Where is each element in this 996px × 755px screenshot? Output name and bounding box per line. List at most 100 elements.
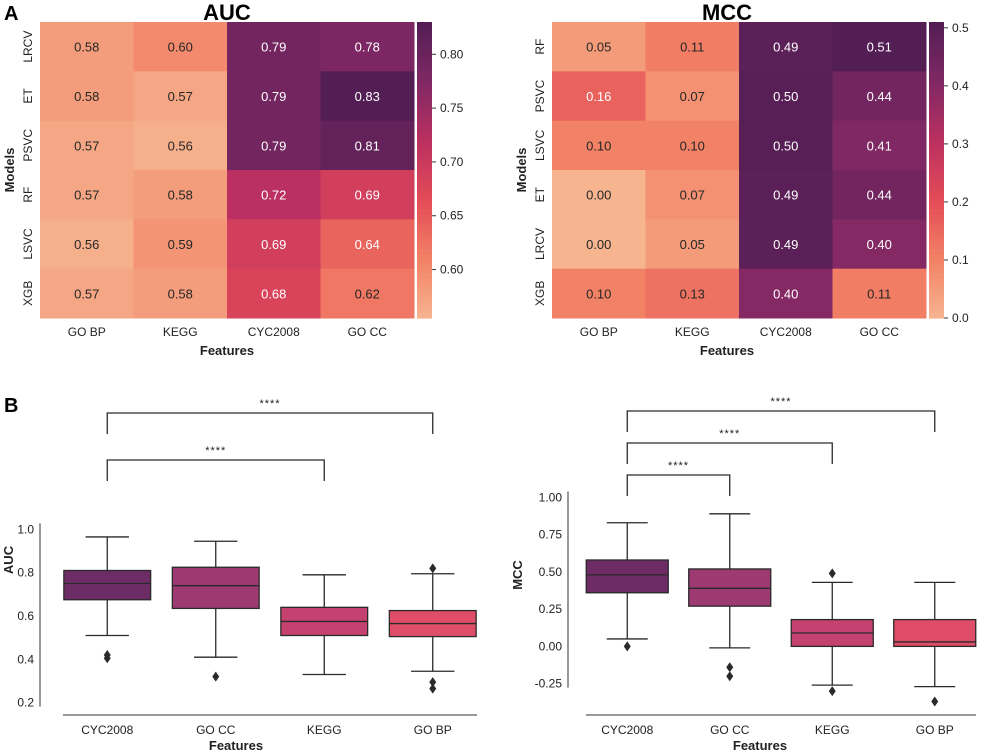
mcc-boxplot-outlier-go-cc <box>726 671 734 682</box>
mcc-heatmap-cell-psvc-go-bp <box>552 71 646 122</box>
mcc-heatmap-cell-lsvc-go-bp <box>552 120 646 171</box>
auc-heatmap-colorbar-segment <box>417 26 432 33</box>
auc-heatmap-colorbar-segment <box>417 184 432 191</box>
auc-boxplot-x-tick-label-go-cc: GO CC <box>196 723 236 737</box>
mcc-boxplot-significance-label: **** <box>668 460 689 472</box>
auc-heatmap-colorbar-segment <box>417 258 432 265</box>
auc-heatmap-colorbar-segment <box>417 31 432 38</box>
mcc-heatmap-cell-rf-go-cc <box>832 22 927 72</box>
mcc-heatmap-cell-et-kegg <box>645 170 740 220</box>
auc-heatmap-colorbar-segment <box>417 219 432 225</box>
auc-boxplot-significance-bracket <box>106 412 434 434</box>
auc-heatmap-colorbar-segment <box>417 239 432 245</box>
auc-boxplot-box-cyc2008 <box>63 569 152 601</box>
mcc-heatmap-colorbar-segment <box>929 179 944 186</box>
mcc-heatmap-cell-lsvc-go-cc <box>832 120 927 171</box>
auc-heatmap-colorbar-segment <box>417 224 432 230</box>
auc-heatmap-cell-lrcv-cyc2008 <box>227 22 321 72</box>
mcc-boxplot-y-tick-label: 0.25 <box>539 602 563 616</box>
auc-heatmap-cell-value: 0.57 <box>74 188 99 203</box>
auc-heatmap-colorbar-segment <box>417 51 432 58</box>
auc-heatmap-colorbar-segment <box>417 278 432 285</box>
auc-heatmap-cell-value: 0.58 <box>168 286 193 301</box>
auc-heatmap-colorbar-segment <box>417 194 432 201</box>
auc-heatmap-cell-value: 0.69 <box>261 237 286 252</box>
mcc-boxplot-x-tick-label-go-cc: GO CC <box>710 723 750 737</box>
auc-heatmap-cell-value: 0.60 <box>168 40 193 55</box>
auc-heatmap-colorbar-segment <box>417 155 432 161</box>
auc-heatmap-cell-value: 0.83 <box>355 89 380 104</box>
mcc-heatmap-col-label-cyc2008: CYC2008 <box>760 325 812 339</box>
mcc-boxplot-y-tick-label: 0.00 <box>539 639 563 653</box>
mcc-boxplot-ylabel: MCC <box>510 560 525 590</box>
mcc-heatmap-cell-lrcv-go-bp <box>552 219 646 270</box>
auc-heatmap-cell-lsvc-go-bp <box>40 219 134 270</box>
mcc-boxplot-outlier-go-bp <box>931 696 939 707</box>
auc-heatmap-colorbar-segment <box>417 46 432 53</box>
auc-heatmap-cell-value: 0.56 <box>168 138 193 153</box>
mcc-heatmap-cell-value: 0.40 <box>773 286 798 301</box>
mcc-heatmap-colorbar-segment <box>929 258 944 265</box>
mcc-heatmap-cell-lrcv-cyc2008 <box>739 219 833 270</box>
auc-heatmap-cell-value: 0.64 <box>355 237 380 252</box>
auc-heatmap-cell-et-cyc2008 <box>227 71 321 122</box>
mcc-heatmap-cell-value: 0.51 <box>867 40 892 55</box>
auc-heatmap-colorbar-segment <box>417 100 432 107</box>
mcc-heatmap-cell-psvc-go-cc <box>832 71 927 122</box>
mcc-heatmap-colorbar-segment <box>929 150 944 156</box>
mcc-heatmap-colorbar-segment <box>929 56 944 63</box>
mcc-heatmap-colorbar-segment <box>929 100 944 107</box>
auc-heatmap-row-label-xgb: XGB <box>21 281 35 306</box>
mcc-heatmap-cell-lrcv-go-cc <box>832 219 927 270</box>
auc-boxplot-significance-bracket <box>106 459 325 481</box>
auc-heatmap-ylabel: Models <box>2 148 17 193</box>
mcc-heatmap-colorbar-segment <box>929 36 944 43</box>
mcc-heatmap-colorbar-segment <box>929 110 944 117</box>
mcc-heatmap-colorbar-segment <box>929 214 944 220</box>
mcc-boxplot-significance-bracket <box>626 442 833 464</box>
mcc-heatmap-cell-rf-kegg <box>645 22 740 72</box>
auc-heatmap-cell-xgb-go-bp <box>40 268 134 319</box>
auc-heatmap-colorbar-segment <box>417 189 432 196</box>
auc-boxplot-xlabel: Features <box>209 738 263 753</box>
mcc-heatmap-colorbar-segment <box>929 313 944 319</box>
mcc-heatmap-cell-value: 0.05 <box>680 237 705 252</box>
mcc-heatmap-colorbar-segment <box>929 253 944 260</box>
mcc-heatmap-colorbar-segment <box>929 91 944 97</box>
mcc-heatmap-colorbar-segment <box>929 170 944 176</box>
mcc-heatmap-cell-value: 0.16 <box>586 89 611 104</box>
mcc-heatmap-colorbar-segment <box>929 105 944 112</box>
mcc-heatmap-cell-value: 0.11 <box>680 40 704 55</box>
mcc-heatmap-cell-psvc-kegg <box>645 71 740 122</box>
auc-heatmap-cell-et-kegg <box>133 71 228 122</box>
panel-letter-a: A <box>4 3 18 25</box>
mcc-heatmap-cell-rf-cyc2008 <box>739 22 833 72</box>
auc-heatmap-colorbar-segment <box>417 293 432 299</box>
auc-heatmap-cell-value: 0.62 <box>355 286 380 301</box>
auc-heatmap-cell-et-go-cc <box>320 71 415 122</box>
mcc-heatmap-colorbar-segment <box>929 239 944 245</box>
auc-boxplot-x-tick-label-kegg: KEGG <box>307 723 342 737</box>
mcc-heatmap-colorbar-segment <box>929 288 944 294</box>
mcc-heatmap-colorbar-segment <box>929 189 944 196</box>
mcc-heatmap-colorbar-segment <box>929 229 944 235</box>
mcc-heatmap-colorbar-segment <box>929 194 944 201</box>
mcc-heatmap-xlabel: Features <box>700 343 754 358</box>
mcc-boxplot-outlier-kegg <box>828 686 836 697</box>
mcc-heatmap-colorbar-segment <box>929 303 944 309</box>
mcc-boxplot-y-tick-label: -0.25 <box>535 677 563 691</box>
auc-boxplot-ylabel: AUC <box>1 545 16 574</box>
mcc-boxplot-y-tick-label: 1.00 <box>539 490 563 504</box>
mcc-heatmap-colorbar-segment <box>929 145 944 151</box>
mcc-heatmap-cell-psvc-cyc2008 <box>739 71 833 122</box>
mcc-heatmap-row-label-xgb: XGB <box>533 281 547 306</box>
auc-heatmap-colorbar-tick-label: 0.80 <box>440 47 464 61</box>
auc-heatmap-colorbar-segment <box>417 179 432 186</box>
mcc-boxplot-outlier-kegg <box>828 568 836 579</box>
auc-heatmap-colorbar-segment <box>417 298 432 304</box>
auc-heatmap-colorbar-segment <box>417 248 432 255</box>
mcc-heatmap-colorbar-segment <box>929 51 944 58</box>
mcc-heatmap-cell-value: 0.13 <box>680 286 705 301</box>
auc-heatmap-colorbar-segment <box>417 204 432 211</box>
auc-heatmap-colorbar-segment <box>417 41 432 48</box>
